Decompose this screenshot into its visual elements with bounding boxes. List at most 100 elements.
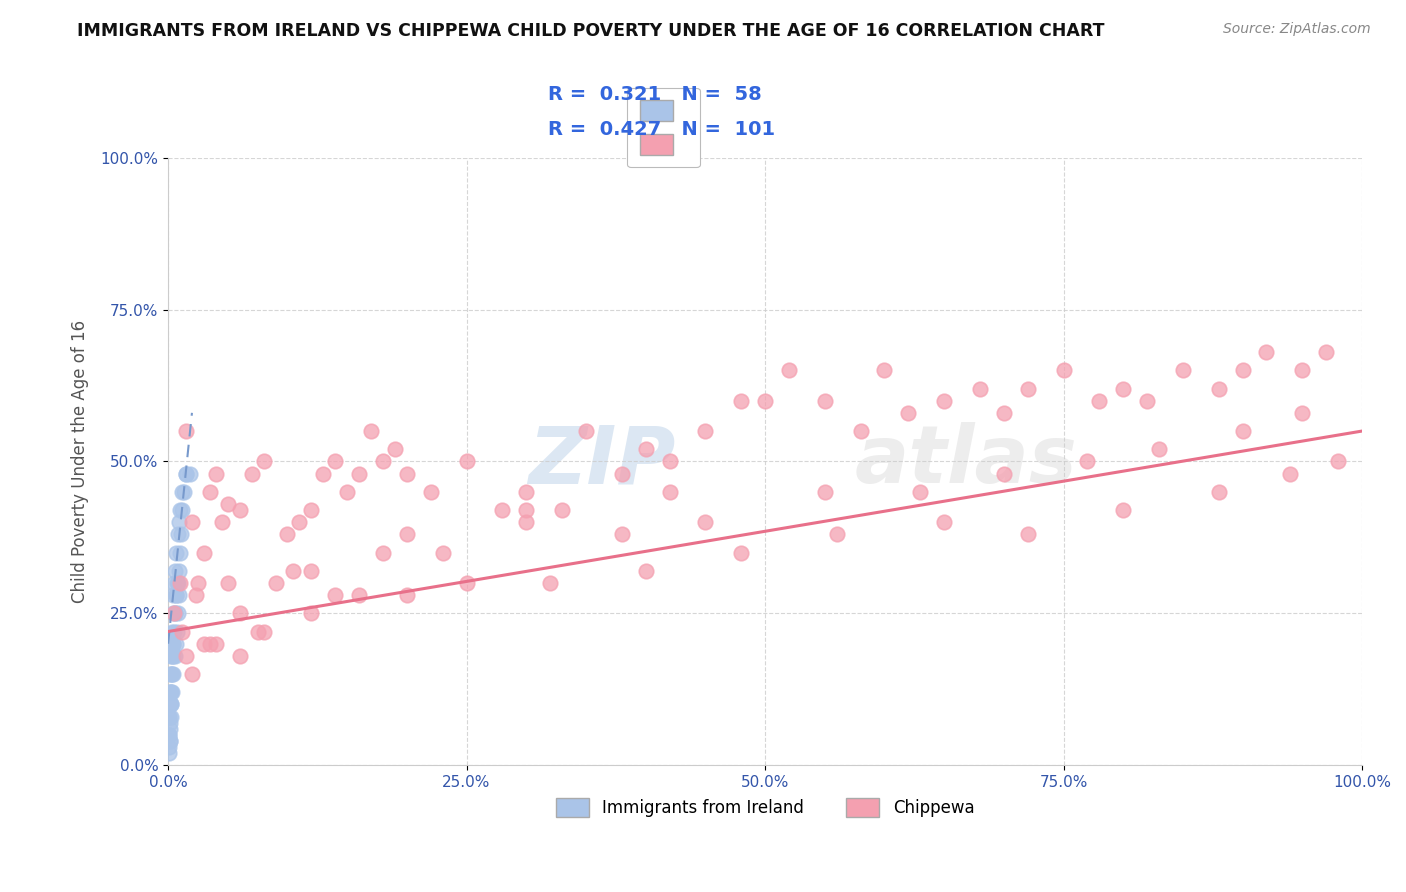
Point (1136, 393, 1159, 408)
Text: Source: ZipAtlas.com: Source: ZipAtlas.com (1223, 22, 1371, 37)
Point (1291, 363, 1313, 377)
Point (634, 442, 657, 457)
Point (1017, 527, 1039, 541)
Point (610, 467, 633, 481)
Y-axis label: Child Poverty Under the Age of 16: Child Poverty Under the Age of 16 (72, 320, 89, 603)
Point (1279, 467, 1302, 481)
Point (159, 722, 181, 736)
Point (634, 564, 657, 578)
Point (165, 588, 187, 602)
Point (184, 588, 207, 602)
Point (264, 576, 287, 591)
Point (1017, 382, 1039, 396)
Point (1327, 454, 1350, 468)
Point (160, 648, 183, 663)
Point (166, 576, 188, 591)
Point (165, 545, 187, 559)
Point (910, 484, 932, 499)
Point (160, 685, 183, 699)
Point (157, 709, 180, 723)
Point (167, 515, 190, 529)
Point (163, 624, 186, 639)
Point (174, 467, 197, 481)
Point (162, 607, 184, 621)
Point (1291, 406, 1313, 420)
Point (163, 607, 186, 621)
Point (167, 607, 190, 621)
Point (384, 442, 406, 457)
Point (695, 515, 717, 529)
Point (165, 637, 187, 651)
Point (419, 484, 441, 499)
Point (252, 454, 274, 468)
Text: ZIP: ZIP (529, 423, 675, 500)
Point (1208, 382, 1230, 396)
Point (276, 527, 298, 541)
Point (157, 709, 180, 723)
Point (299, 564, 322, 578)
Point (336, 484, 359, 499)
Point (993, 406, 1015, 420)
Point (360, 424, 382, 438)
Point (159, 698, 181, 712)
Text: atlas: atlas (855, 423, 1077, 500)
Point (157, 728, 180, 742)
Point (814, 484, 837, 499)
Point (1052, 363, 1074, 377)
Point (456, 454, 478, 468)
Point (252, 624, 274, 639)
Point (198, 484, 221, 499)
Point (456, 576, 478, 591)
Point (160, 637, 183, 651)
Point (299, 503, 322, 517)
Point (371, 454, 394, 468)
Point (162, 685, 184, 699)
Point (849, 424, 872, 438)
Point (932, 393, 955, 408)
Point (174, 424, 197, 438)
Point (167, 564, 190, 578)
Point (969, 382, 991, 396)
Point (658, 484, 681, 499)
Point (159, 685, 181, 699)
Point (162, 637, 184, 651)
Point (181, 515, 204, 529)
Point (610, 527, 633, 541)
Point (169, 588, 191, 602)
Point (1112, 382, 1135, 396)
Point (162, 624, 184, 639)
Point (1171, 363, 1194, 377)
Point (160, 648, 183, 663)
Point (163, 576, 186, 591)
Point (173, 484, 195, 499)
Point (228, 648, 250, 663)
Point (193, 545, 215, 559)
Point (211, 515, 233, 529)
Point (159, 709, 181, 723)
Point (172, 484, 194, 499)
Point (228, 503, 250, 517)
Point (198, 637, 221, 651)
Point (1232, 363, 1254, 377)
Point (575, 424, 598, 438)
Point (157, 746, 180, 760)
Point (730, 393, 752, 408)
Point (217, 576, 239, 591)
Point (157, 728, 180, 742)
Point (1208, 484, 1230, 499)
Point (193, 637, 215, 651)
Point (166, 527, 188, 541)
Point (873, 363, 896, 377)
Point (166, 576, 188, 591)
Point (162, 588, 184, 602)
Point (165, 588, 187, 602)
Point (932, 515, 955, 529)
Point (240, 467, 263, 481)
Point (162, 667, 184, 681)
Point (515, 503, 537, 517)
Point (159, 667, 181, 681)
Point (159, 685, 181, 699)
Point (1076, 454, 1098, 468)
Point (157, 739, 180, 754)
Point (1088, 393, 1111, 408)
